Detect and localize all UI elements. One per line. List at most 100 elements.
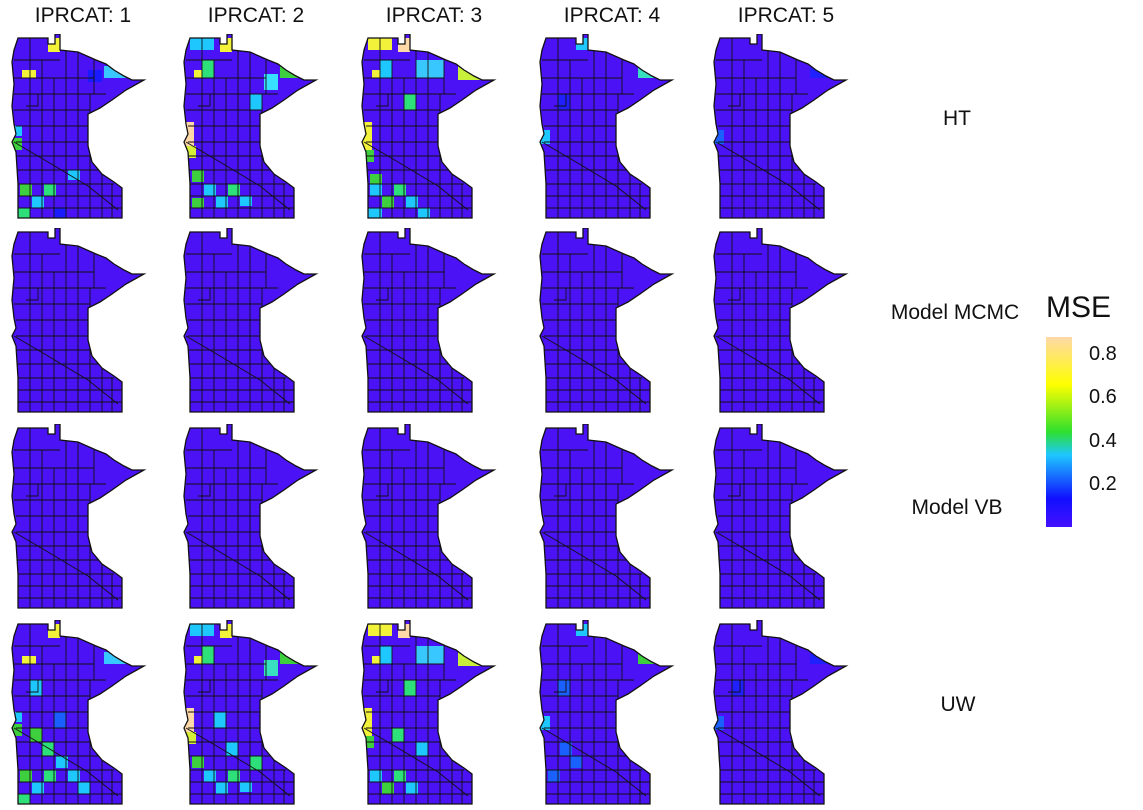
county-border <box>185 531 291 601</box>
legend-title: MSE <box>1046 291 1112 324</box>
column-label-iprcat-2: IPRCAT: 2 <box>207 4 305 27</box>
minnesota-county-map <box>183 34 319 219</box>
state-border <box>713 424 849 609</box>
minnesota-county-map <box>539 34 675 219</box>
county-fill <box>18 208 30 218</box>
county-border <box>541 141 647 211</box>
county-fill <box>394 184 406 196</box>
county-border <box>376 93 389 107</box>
minnesota-county-map <box>539 228 675 413</box>
state-border <box>183 34 319 219</box>
county-fill <box>458 650 484 666</box>
state-border <box>361 424 497 609</box>
county-fill <box>48 38 60 52</box>
county-fill <box>192 198 204 208</box>
state-border <box>11 424 147 609</box>
county-fill <box>194 70 208 78</box>
county-fill <box>560 742 572 756</box>
county-fill <box>362 708 372 736</box>
county-fill <box>394 770 406 782</box>
state-border <box>713 228 849 413</box>
county-fill <box>372 656 386 664</box>
county-border <box>363 141 469 211</box>
map-panel-ht-iprcat-1 <box>8 34 168 219</box>
county-fill <box>48 624 60 638</box>
state-border <box>713 620 849 805</box>
map-panel-model-vb-iprcat-5 <box>710 424 870 609</box>
row-label-model-vb: Model VB <box>911 496 1003 519</box>
county-fill <box>382 196 394 208</box>
state-border <box>183 228 319 413</box>
county-fill <box>14 712 22 722</box>
county-fill <box>220 38 232 52</box>
county-fill <box>32 196 44 208</box>
map-panel-model-mcmc-iprcat-3 <box>358 228 518 413</box>
minnesota-county-map <box>11 424 147 609</box>
county-fill <box>398 38 410 52</box>
county-fill <box>416 742 428 756</box>
county-border <box>26 93 39 107</box>
minnesota-county-map <box>539 424 675 609</box>
state-border <box>539 424 675 609</box>
state-border <box>539 34 675 219</box>
county-fill <box>558 680 570 696</box>
county-border <box>26 679 39 693</box>
map-panel-ht-iprcat-2 <box>180 34 340 219</box>
county-border <box>363 335 469 405</box>
legend-color-bar <box>1046 337 1072 527</box>
legend-tick-label: 0.6 <box>1089 386 1117 409</box>
county-fill <box>228 184 240 196</box>
state-border <box>11 620 147 805</box>
legend-tick-label: 0.2 <box>1089 472 1117 495</box>
county-fill <box>202 60 214 78</box>
map-panel-ht-iprcat-3 <box>358 34 518 219</box>
legend-tick-mark <box>1072 354 1080 356</box>
county-fill <box>202 646 214 664</box>
county-fill <box>240 782 252 792</box>
county-border <box>363 727 469 797</box>
county-fill <box>368 208 382 218</box>
map-panel-model-mcmc-iprcat-2 <box>180 228 340 413</box>
minnesota-county-map <box>713 620 849 805</box>
figure: IPRCAT: 1 IPRCAT: 2 IPRCAT: 3 IPRCAT: 4 … <box>8 4 1117 805</box>
state-border <box>183 424 319 609</box>
county-border <box>715 141 821 211</box>
county-fill <box>372 70 386 78</box>
map-panel-uw-iprcat-2 <box>180 620 340 805</box>
county-border <box>198 287 211 301</box>
minnesota-county-map <box>713 424 849 609</box>
county-border <box>554 679 567 693</box>
county-border <box>728 679 741 693</box>
county-fill <box>78 782 90 794</box>
county-border <box>185 727 291 797</box>
county-fill <box>280 64 302 78</box>
county-border <box>554 483 567 497</box>
county-fill <box>370 184 382 196</box>
map-panel-ht-iprcat-5 <box>710 34 870 219</box>
county-fill <box>22 656 36 664</box>
minnesota-county-map <box>361 34 497 219</box>
county-fill <box>220 624 232 638</box>
county-fill <box>418 208 430 218</box>
map-panel-model-vb-iprcat-4 <box>536 424 696 609</box>
county-fill <box>68 770 80 782</box>
county-fill <box>194 656 208 664</box>
county-fill <box>44 770 56 782</box>
county-fill <box>570 756 582 768</box>
county-border <box>715 335 821 405</box>
county-fill <box>184 122 194 146</box>
county-fill <box>732 680 744 696</box>
county-fill <box>404 680 416 696</box>
county-border <box>376 679 389 693</box>
county-fill <box>458 64 484 80</box>
county-fill <box>42 742 54 756</box>
county-fill <box>370 174 382 184</box>
state-border <box>361 620 497 805</box>
county-fill <box>404 94 416 110</box>
county-fill <box>714 130 724 144</box>
column-label-iprcat-4: IPRCAT: 4 <box>563 4 661 27</box>
county-fill <box>216 196 228 208</box>
county-fill <box>214 712 226 728</box>
county-fill <box>240 196 252 206</box>
county-fill <box>398 624 410 638</box>
